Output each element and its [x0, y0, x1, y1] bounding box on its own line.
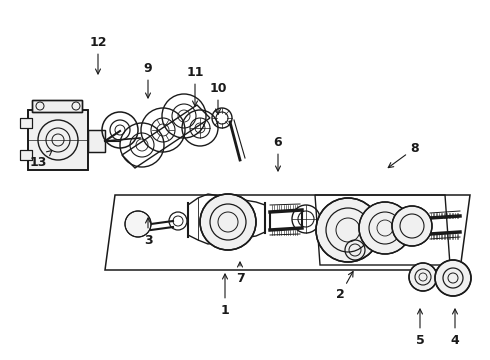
Circle shape [435, 260, 471, 296]
Text: 10: 10 [209, 81, 227, 114]
Text: 4: 4 [451, 309, 459, 346]
Text: 7: 7 [236, 262, 245, 284]
Text: 1: 1 [220, 274, 229, 316]
Text: 8: 8 [388, 141, 419, 168]
Polygon shape [32, 100, 82, 112]
Text: 13: 13 [29, 150, 52, 168]
Circle shape [316, 198, 380, 262]
Text: 3: 3 [144, 218, 152, 247]
Circle shape [200, 194, 256, 250]
Polygon shape [20, 118, 32, 128]
Text: 11: 11 [186, 66, 204, 106]
Polygon shape [28, 110, 88, 170]
Circle shape [359, 202, 411, 254]
Circle shape [409, 263, 437, 291]
Circle shape [392, 206, 432, 246]
Polygon shape [88, 130, 105, 152]
Text: 6: 6 [274, 135, 282, 171]
Text: 9: 9 [144, 62, 152, 98]
Text: 12: 12 [89, 36, 107, 74]
Polygon shape [20, 150, 32, 160]
Text: 2: 2 [336, 271, 353, 302]
Circle shape [125, 211, 151, 237]
Text: 5: 5 [416, 309, 424, 346]
